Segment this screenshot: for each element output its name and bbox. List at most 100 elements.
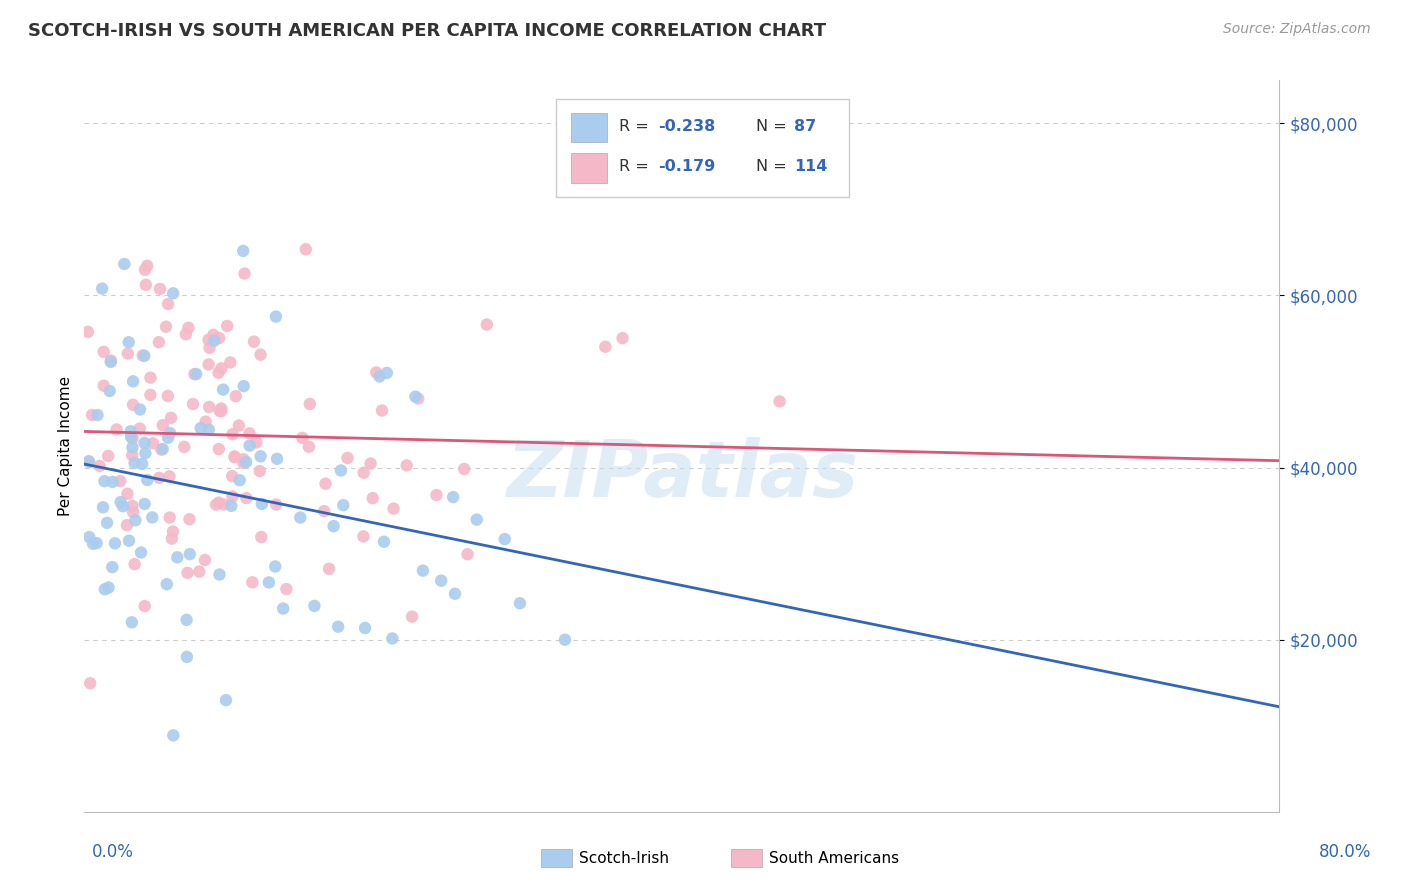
Point [100,355,122,369]
Point [121,499,143,513]
Point [98,384,121,398]
Text: ZIPatlas: ZIPatlas [506,437,858,513]
Point [457,547,479,561]
Point [232,244,254,258]
Point [124,513,146,527]
Point [233,267,256,281]
Point [77,325,100,339]
Point [249,348,271,362]
Point [353,466,375,480]
Point [360,457,382,471]
Point [118,533,141,548]
Text: SCOTCH-IRISH VS SOUTH AMERICAN PER CAPITA INCOME CORRELATION CHART: SCOTCH-IRISH VS SOUTH AMERICAN PER CAPIT… [28,22,827,40]
Point [202,334,225,348]
Point [149,282,172,296]
Point [219,499,242,513]
Point [150,442,173,457]
Text: N =: N = [756,119,792,134]
Point [197,358,219,372]
Point [215,693,238,707]
Point [100,353,122,368]
Point [91,500,114,515]
Point [209,401,232,416]
Point [183,367,205,381]
Text: -0.179: -0.179 [658,159,716,174]
Point [129,545,152,559]
Point [86,408,108,422]
Point [249,450,271,464]
Point [243,334,266,349]
Point [117,346,139,360]
Point [264,310,287,324]
Point [441,490,464,504]
Point [162,728,184,742]
Point [232,379,254,393]
Point [250,497,273,511]
Point [361,491,384,505]
Point [207,366,229,380]
Point [162,524,184,539]
Point [412,564,434,578]
Point [79,676,101,690]
Point [228,418,250,433]
Point [225,389,247,403]
Point [115,518,138,533]
Point [336,450,359,465]
Point [375,366,398,380]
Point [160,410,183,425]
Point [211,361,233,376]
Point [228,473,250,487]
Point [221,469,243,483]
Text: N =: N = [756,159,792,174]
Point [239,439,262,453]
Point [159,426,181,441]
Point [122,505,145,519]
Point [332,498,354,512]
Text: R =: R = [619,159,654,174]
Point [208,567,231,582]
Point [129,402,152,417]
Point [152,418,174,433]
Point [93,378,115,392]
Point [134,599,156,613]
Point [181,397,204,411]
Point [209,404,232,418]
Point [250,530,273,544]
Point [148,335,170,350]
Point [120,430,142,444]
Point [89,458,111,473]
Point [159,510,181,524]
Point [224,450,246,464]
Point [162,286,184,301]
Point [156,577,179,591]
Point [157,431,180,445]
Point [91,282,114,296]
Point [77,454,100,468]
Point [208,331,231,345]
Point [120,424,142,438]
Point [298,440,321,454]
Point [134,349,156,363]
Text: R =: R = [619,119,654,134]
Point [97,581,120,595]
Point [118,335,141,350]
Point [595,340,617,354]
Point [124,557,146,571]
Point [121,441,143,455]
Point [465,513,488,527]
Point [122,375,145,389]
Point [406,392,429,406]
Point [290,510,312,524]
Text: Scotch-Irish: Scotch-Irish [579,851,669,865]
Point [186,367,208,381]
Point [219,355,242,369]
Point [105,422,128,436]
Point [157,297,180,311]
FancyBboxPatch shape [571,113,606,143]
Point [121,448,143,462]
Point [322,519,344,533]
Point [131,348,153,362]
Point [173,440,195,454]
Point [315,476,337,491]
Point [304,599,326,613]
